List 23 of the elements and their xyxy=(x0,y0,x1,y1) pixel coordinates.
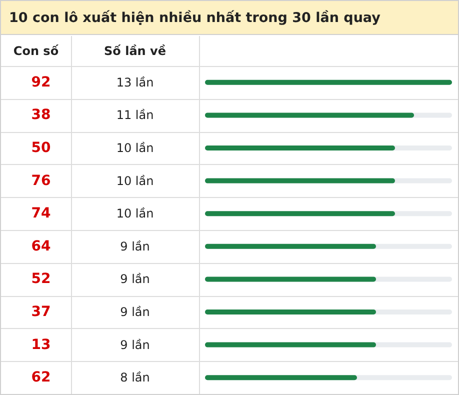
data-label: 10 lần xyxy=(116,141,154,155)
data-label: 9 lần xyxy=(120,239,150,254)
chart-title: 10 con lô xuất hiện nhiều nhất trong 30 lần quay xyxy=(1,1,458,35)
y-tick-label: 92 xyxy=(31,74,51,90)
data-label: 10 lần xyxy=(116,174,154,188)
y-tick-label: 74 xyxy=(31,206,51,222)
y-tick-label: 37 xyxy=(31,304,51,320)
data-label: 11 lần xyxy=(116,108,154,122)
y-tick-label: 52 xyxy=(31,271,51,288)
data-label: 9 lần xyxy=(120,338,150,352)
y-tick-label: 38 xyxy=(31,107,51,124)
y-tick-label: 13 xyxy=(31,336,51,353)
data-label: 8 lần xyxy=(120,370,150,385)
data-label: 13 lần xyxy=(116,75,154,90)
y-tick-label: 76 xyxy=(31,172,51,189)
x-axis-title: Số lần về xyxy=(103,43,167,60)
data-label: 10 lần xyxy=(116,206,154,221)
data-label: 9 lần xyxy=(120,272,150,286)
y-axis-title: Con số xyxy=(12,43,60,60)
y-tick-label: 62 xyxy=(31,370,51,386)
y-tick-label: 64 xyxy=(31,238,51,254)
data-label: 9 lần xyxy=(120,305,150,319)
y-tick-label: 50 xyxy=(31,140,51,156)
